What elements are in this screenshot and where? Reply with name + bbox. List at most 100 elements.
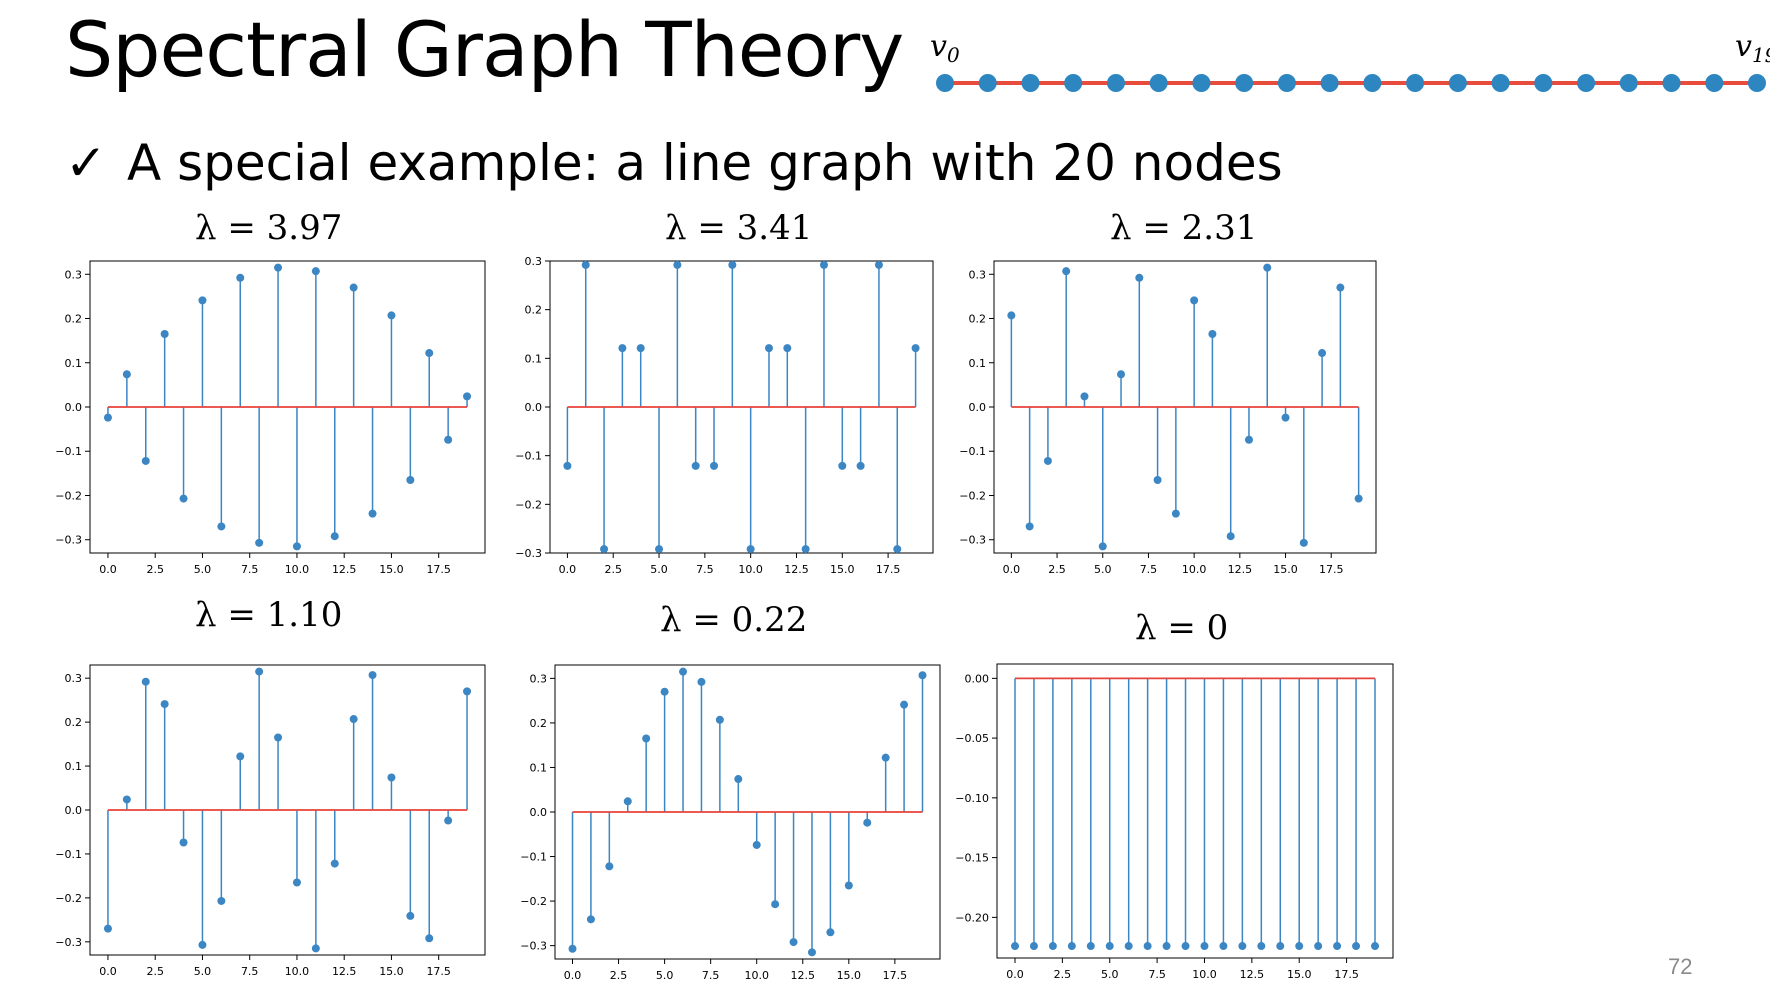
stem-marker xyxy=(1171,509,1180,518)
stem-marker xyxy=(217,522,226,531)
stem-marker xyxy=(1336,283,1345,292)
stem-marker xyxy=(387,773,396,782)
x-tick-label: 0.0 xyxy=(559,563,577,576)
stem-marker xyxy=(1105,942,1114,951)
page-number: 72 xyxy=(1668,954,1693,979)
eigenvector-plot-2: λ = 3.41 0.3 0.2 0.1 0.0 −0.1 −0.2 −0.3 0.0 2.5 5… xyxy=(515,208,955,578)
graph-node xyxy=(1705,74,1724,92)
plot-frame xyxy=(996,663,1394,959)
plot-title: λ = 3.41 xyxy=(665,208,813,248)
y-tick-label: 0.0 xyxy=(65,401,83,414)
stem-marker xyxy=(691,461,700,470)
y-tick-label: −0.3 xyxy=(515,547,542,560)
page-title: Spectral Graph Theory xyxy=(65,5,904,94)
stem-marker xyxy=(1098,542,1107,551)
y-tick-label: 0.2 xyxy=(525,304,543,317)
y-tick-label: −0.2 xyxy=(960,489,986,502)
eigenvector-plot-5: λ = 0.22 0.3 0.2 0.1 0.0 −0.1 −0.2 −0.3 0.0 2.5 5… xyxy=(515,600,955,995)
graph-node xyxy=(1021,74,1040,92)
plot-title: λ = 3.97 xyxy=(195,208,343,248)
y-tick-label: −0.3 xyxy=(960,534,986,547)
stem-marker xyxy=(179,494,188,503)
stem-marker xyxy=(141,677,150,686)
x-tick-label: 5.0 xyxy=(650,563,668,576)
x-tick-label: 12.5 xyxy=(332,563,357,576)
stem-marker xyxy=(1007,311,1016,320)
stem-marker xyxy=(900,700,909,709)
stem-marker xyxy=(623,797,632,806)
y-tick-label: 0.3 xyxy=(969,268,987,281)
y-tick-label: −0.1 xyxy=(960,445,986,458)
x-tick-label: 5.0 xyxy=(656,969,674,982)
stem-marker xyxy=(746,545,755,554)
x-tick-label: 2.5 xyxy=(146,563,164,576)
stem-marker xyxy=(771,900,780,909)
stem-marker xyxy=(274,733,283,742)
y-tick-label: 0.00 xyxy=(965,672,990,685)
stem-marker xyxy=(122,370,131,379)
stem-marker xyxy=(1354,494,1363,503)
stem-marker xyxy=(330,859,339,868)
stem-marker xyxy=(863,818,872,827)
stem-marker xyxy=(1048,942,1057,951)
stem-marker xyxy=(911,344,920,353)
x-tick-label: 7.5 xyxy=(696,563,714,576)
stem-marker xyxy=(1219,942,1228,951)
stem-marker xyxy=(881,753,890,762)
stem-marker xyxy=(1352,942,1361,951)
stem-marker xyxy=(568,944,577,953)
stem-marker xyxy=(1263,263,1272,272)
stem-marker xyxy=(1135,273,1144,282)
stem-marker xyxy=(255,538,264,547)
stem-marker xyxy=(728,260,737,269)
y-tick-label: 0.2 xyxy=(65,716,83,729)
stem-marker xyxy=(444,435,453,444)
y-tick-label: −0.10 xyxy=(955,792,989,805)
stem-marker xyxy=(764,344,773,353)
x-tick-label: 12.5 xyxy=(332,965,357,978)
stem-marker xyxy=(605,862,614,871)
stem-marker xyxy=(255,667,264,676)
graph-node xyxy=(1406,74,1425,92)
stem-marker xyxy=(179,838,188,847)
y-tick-label: −0.20 xyxy=(955,911,989,924)
stem-marker xyxy=(801,545,810,554)
y-tick-label: 0.0 xyxy=(969,401,987,414)
stem-marker xyxy=(217,896,226,905)
stem-marker xyxy=(406,911,415,920)
stem-marker xyxy=(874,260,883,269)
stem-marker xyxy=(1314,942,1323,951)
stem-marker xyxy=(406,476,415,484)
x-tick-label: 17.5 xyxy=(426,965,451,978)
stem-marker xyxy=(715,715,724,724)
x-tick-label: 2.5 xyxy=(146,965,164,978)
stem-marker xyxy=(311,267,320,276)
stem-marker xyxy=(1333,942,1342,951)
stem-marker xyxy=(586,915,595,924)
y-tick-label: 0.3 xyxy=(525,255,543,268)
x-tick-label: 0.0 xyxy=(1006,968,1024,981)
stem-marker xyxy=(1029,942,1038,951)
stem-marker xyxy=(1238,942,1247,951)
stem-marker xyxy=(1067,942,1076,951)
y-tick-label: 0.0 xyxy=(65,804,83,817)
stem-marker xyxy=(660,687,669,696)
y-tick-label: 0.1 xyxy=(969,357,987,370)
x-tick-label: 7.5 xyxy=(241,965,259,978)
stem-marker xyxy=(1043,456,1052,465)
stem-marker xyxy=(292,542,301,551)
x-tick-label: 0.0 xyxy=(99,563,117,576)
x-tick-label: 7.5 xyxy=(241,563,259,576)
plot-title: λ = 0 xyxy=(1135,608,1229,648)
stem-marker xyxy=(1086,942,1095,951)
stem-marker xyxy=(655,545,664,554)
stem-marker xyxy=(330,532,339,541)
stem-marker xyxy=(463,392,472,401)
stem-marker xyxy=(311,944,320,953)
eigenvector-plot-1: λ = 3.97 0.3 0.2 0.1 0.0 −0.1 −0.2 −0.3 0.0 2.5 5… xyxy=(55,208,495,578)
y-tick-label: 0.3 xyxy=(65,268,83,281)
stem-marker xyxy=(1295,942,1304,951)
graph-node xyxy=(1662,74,1681,92)
stem-marker xyxy=(679,667,688,676)
stem-marker xyxy=(1299,538,1308,547)
